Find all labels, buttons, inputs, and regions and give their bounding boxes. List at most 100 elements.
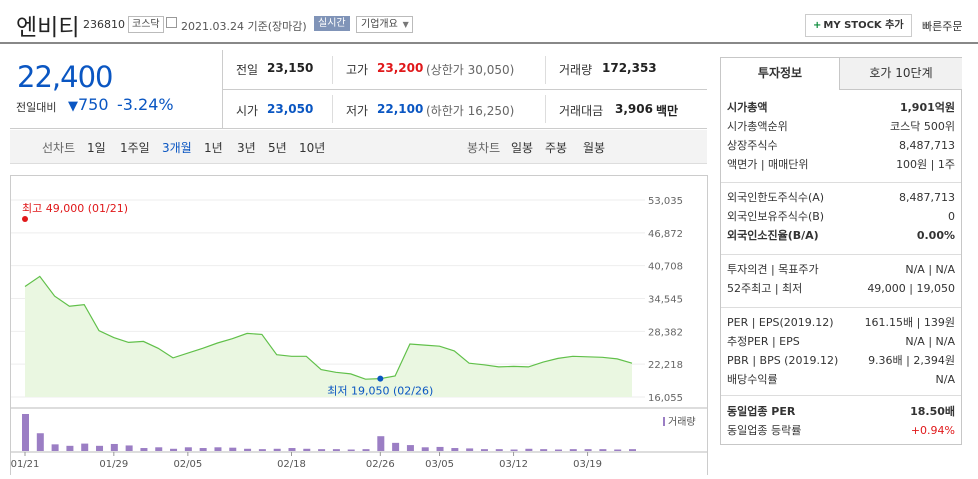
tab-1year[interactable]: 1년 — [204, 141, 223, 155]
info-row: 시가총액순위 코스닥 500위 — [727, 119, 955, 135]
volume-bar — [110, 443, 118, 451]
amount-unit: 백만 — [656, 104, 679, 118]
volume-bar — [554, 449, 562, 451]
prev-diff-label: 전일대비 — [16, 101, 57, 114]
volume-value: 172,353 — [602, 61, 657, 75]
volume-bar — [288, 448, 296, 451]
high-label: 고가 — [346, 63, 369, 77]
info-row: 외국인한도주식수(A) 8,487,713 — [727, 190, 955, 206]
line-chart-label: 선차트 — [42, 141, 76, 155]
quote-row-1: 전일 23,150 고가 23,200 (상한가 30,050) 거래량 172… — [222, 50, 707, 90]
tab-3month[interactable]: 3개월 — [162, 141, 192, 155]
tab-10year[interactable]: 10년 — [299, 141, 326, 155]
my-stock-label: MY STOCK 추가 — [823, 20, 904, 31]
upper-limit: (상한가 30,050) — [426, 63, 515, 77]
volume-bar — [273, 448, 281, 451]
tab-weekly-candle[interactable]: 주봉 — [545, 141, 568, 155]
info-label: 52주최고 | 최저 — [727, 282, 803, 295]
info-label: 시가총액 — [727, 101, 768, 114]
x-tick-label: 01/29 — [99, 459, 128, 470]
high-marker — [22, 216, 28, 222]
panel-tabs: 투자정보 호가 10단계 — [721, 58, 962, 90]
stock-header: 엔비티 236810 코스닥 2021.03.24 기준(장마감) 실시간 기업… — [0, 0, 978, 44]
volume-bar — [332, 449, 340, 451]
y-tick-label: 22,218 — [648, 360, 683, 371]
volume-bar — [495, 449, 503, 451]
y-tick-label: 28,382 — [648, 327, 683, 338]
info-label: 외국인보유주식수(B) — [727, 210, 825, 223]
quick-order-link[interactable]: 빠른주문 — [922, 20, 963, 33]
tab-daily-candle[interactable]: 일봉 — [511, 141, 534, 155]
high-value: 23,200 — [377, 61, 424, 75]
volume-bar — [480, 449, 488, 451]
realtime-button[interactable]: 실시간 — [314, 16, 350, 31]
volume-bar — [184, 447, 192, 451]
info-label: PBR | BPS (2019.12) — [727, 354, 839, 367]
prev-close-value: 23,150 — [267, 61, 314, 75]
info-row: 52주최고 | 최저 49,000 | 19,050 — [727, 281, 955, 297]
info-value: 0.00% — [916, 229, 955, 242]
info-value: 100원 | 1주 — [896, 158, 955, 171]
change-percent: -3.24% — [117, 95, 174, 114]
info-label: 배당수익률 — [727, 373, 778, 386]
change-amount-value: 750 — [78, 95, 109, 114]
low-label: 저가 — [346, 104, 369, 118]
tab-orderbook[interactable]: 호가 10단계 — [839, 58, 962, 90]
tab-investment-info[interactable]: 투자정보 — [721, 58, 839, 89]
current-price: 22,400 — [17, 60, 113, 94]
x-tick-label: 01/21 — [11, 459, 40, 470]
open-value: 23,050 — [267, 102, 314, 116]
volume-bar — [244, 448, 252, 451]
tab-3year[interactable]: 3년 — [237, 141, 256, 155]
x-tick-label: 03/19 — [573, 459, 602, 470]
info-value: 18.50배 — [910, 405, 955, 418]
prev-close-label: 전일 — [236, 63, 259, 77]
volume-bar — [466, 448, 474, 451]
tab-1day[interactable]: 1일 — [87, 141, 106, 155]
volume-bar — [258, 449, 266, 451]
chevron-down-icon: ▼ — [402, 20, 409, 29]
volume-bar — [51, 444, 59, 451]
info-row: 추정PER | EPS N/A | N/A — [727, 334, 955, 350]
info-label: 동일업종 등락률 — [727, 424, 802, 437]
info-row: 상장주식수 8,487,713 — [727, 138, 955, 154]
open-label: 시가 — [236, 104, 259, 118]
volume-bar — [362, 449, 370, 451]
my-stock-add-button[interactable]: + MY STOCK 추가 — [805, 14, 912, 37]
price-summary: 22,400 전일대비 ▼750 -3.24% — [10, 50, 223, 129]
info-value: N/A | N/A — [905, 263, 955, 276]
info-row: PER | EPS(2019.12) 161.15배 | 139원 — [727, 315, 955, 331]
corp-overview-label: 기업개요 — [361, 19, 398, 30]
info-row: 투자의견 | 목표주가 N/A | N/A — [727, 262, 955, 278]
tab-1week[interactable]: 1주일 — [120, 141, 150, 155]
x-tick-label: 02/26 — [366, 459, 395, 470]
volume-bar — [347, 449, 355, 451]
lower-limit: (하한가 16,250) — [426, 104, 515, 118]
info-row: 외국인보유주식수(B) 0 — [727, 209, 955, 225]
volume-bar — [199, 448, 207, 451]
panel-divider — [721, 182, 961, 183]
panel-divider — [721, 395, 961, 396]
info-row: 배당수익률 N/A — [727, 372, 955, 388]
candle-chart-label: 봉차트 — [467, 141, 501, 155]
tab-monthly-candle[interactable]: 월봉 — [583, 141, 606, 155]
volume-bar — [569, 449, 577, 451]
volume-bar — [510, 449, 518, 451]
volume-bar — [614, 449, 622, 451]
volume-bar — [436, 446, 444, 451]
tab-5year[interactable]: 5년 — [268, 141, 287, 155]
info-value: 8,487,713 — [899, 191, 955, 204]
info-value: 49,000 | 19,050 — [867, 282, 955, 295]
volume-bar — [96, 445, 104, 451]
chart-frame — [10, 175, 708, 475]
price-line — [24, 275, 633, 380]
volume-bar — [525, 448, 533, 451]
volume-bar — [599, 449, 607, 451]
down-triangle-icon: ▼ — [68, 99, 78, 114]
low-marker — [377, 375, 384, 382]
volume-legend-label: 거래량 — [668, 416, 696, 428]
volume-bar — [140, 448, 148, 451]
corp-overview-dropdown[interactable]: 기업개요 ▼ — [356, 16, 413, 33]
volume-bar — [451, 448, 459, 451]
stock-code: 236810 — [83, 18, 125, 31]
